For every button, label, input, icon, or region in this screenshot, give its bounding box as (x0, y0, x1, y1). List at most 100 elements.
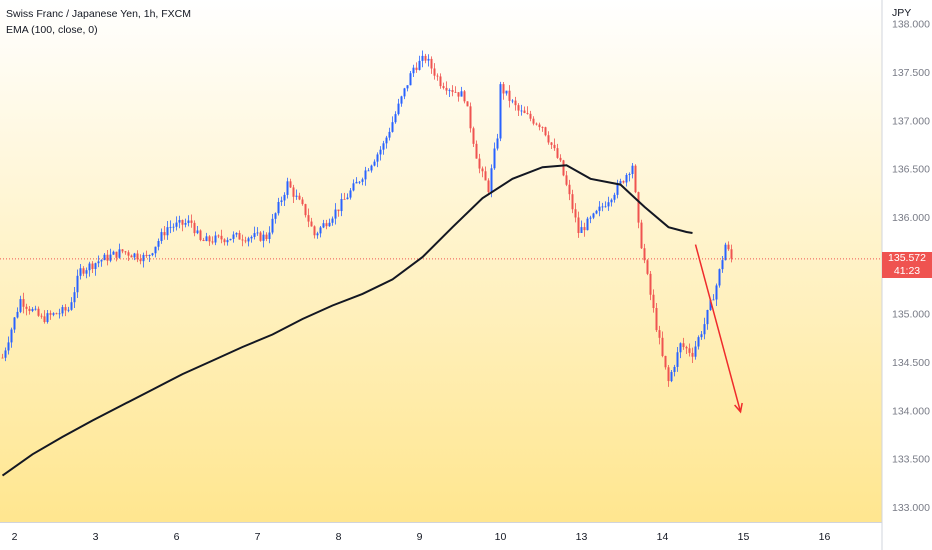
candle-body (13, 317, 16, 330)
candle-body (157, 241, 160, 247)
candle-body (679, 343, 682, 353)
candle-body (256, 232, 259, 234)
candle-body (604, 206, 607, 208)
candle-body (373, 161, 376, 166)
candle-body (340, 199, 343, 212)
candle-body (571, 194, 574, 210)
candle-body (316, 233, 319, 236)
last-price-tag: 135.572 41:23 (882, 251, 932, 278)
candle-body (46, 313, 49, 322)
candle-body (367, 170, 370, 172)
candle-body (379, 149, 382, 155)
candle-body (64, 307, 67, 311)
price-tick-label: 137.500 (892, 67, 930, 79)
candle-body (232, 234, 235, 239)
price-tick-label: 134.000 (892, 405, 930, 417)
time-axis-background (0, 522, 882, 550)
candle-body (280, 200, 283, 202)
candle-body (85, 270, 88, 274)
candle-body (526, 112, 529, 114)
candle-body (667, 367, 670, 382)
candle-body (376, 154, 379, 162)
candle-body (601, 206, 604, 208)
candle-body (217, 235, 220, 237)
candle-body (598, 206, 601, 211)
candle-body (553, 144, 556, 149)
candle-body (103, 254, 106, 261)
candle-body (388, 131, 391, 138)
candle-body (16, 311, 19, 318)
candle-body (151, 253, 154, 256)
candle-body (166, 227, 169, 236)
candle-body (328, 222, 331, 227)
forecast-arrow-shaft[interactable] (694, 244, 742, 412)
candle-body (631, 165, 634, 174)
candle-body (58, 313, 61, 315)
candle-body (715, 285, 718, 300)
candle-body (649, 273, 652, 295)
candle-body (409, 73, 412, 86)
candle-body (448, 90, 451, 91)
indicator-label[interactable]: EMA (100, close, 0) (6, 24, 98, 36)
candle-body (517, 105, 520, 111)
candle-body (109, 254, 112, 261)
candle-body (646, 260, 649, 274)
candle-body (304, 204, 307, 216)
candle-body (721, 260, 724, 270)
candle-body (229, 238, 232, 241)
candle-body (283, 194, 286, 201)
candle-body (346, 197, 349, 200)
candle-body (445, 87, 448, 91)
candle-body (193, 222, 196, 234)
price-tick-label: 133.500 (892, 454, 930, 466)
candle-body (709, 299, 712, 310)
candle-body (544, 127, 547, 136)
candle-body (118, 249, 121, 258)
candle-body (40, 315, 43, 317)
candle-body (265, 234, 268, 239)
candle-body (535, 123, 538, 125)
candle-body (424, 55, 427, 61)
candle-body (493, 148, 496, 169)
candle-body (394, 114, 397, 123)
candles-layer (1, 50, 733, 387)
candle-body (91, 263, 94, 269)
candle-body (415, 67, 418, 70)
candle-body (562, 160, 565, 176)
candle-body (337, 209, 340, 212)
candle-body (484, 171, 487, 181)
candle-body (577, 217, 580, 233)
candle-body (22, 299, 25, 307)
candle-body (97, 261, 100, 264)
candle-body (202, 239, 205, 241)
candle-body (391, 122, 394, 132)
candle-body (238, 232, 241, 240)
chart-legend: Swiss Franc / Japanese Yen, 1h, FXCM EMA… (6, 6, 191, 38)
candle-body (355, 181, 358, 184)
forecast-arrow-head[interactable] (734, 402, 743, 414)
candle-body (34, 308, 37, 310)
price-tick-label: 133.000 (892, 502, 930, 514)
candle-body (148, 255, 151, 257)
candle-body (292, 187, 295, 197)
countdown-timer: 41:23 (893, 264, 921, 277)
candle-body (400, 96, 403, 104)
candle-body (670, 371, 673, 382)
candle-body (244, 240, 247, 242)
candle-body (451, 90, 454, 92)
plot-background (0, 0, 882, 522)
candle-body (19, 299, 22, 312)
time-axis-ticks: 2 3 6 7 8 9 10 13 14 15 16 (12, 531, 831, 543)
candle-body (277, 201, 280, 214)
candle-body (334, 209, 337, 219)
candle-body (430, 58, 433, 69)
candle-body (145, 254, 148, 257)
time-tick-label: 16 (819, 531, 831, 543)
candle-body (634, 165, 637, 193)
candle-body (427, 58, 430, 61)
candle-body (514, 100, 517, 106)
candle-body (67, 309, 70, 311)
candle-body (637, 192, 640, 223)
